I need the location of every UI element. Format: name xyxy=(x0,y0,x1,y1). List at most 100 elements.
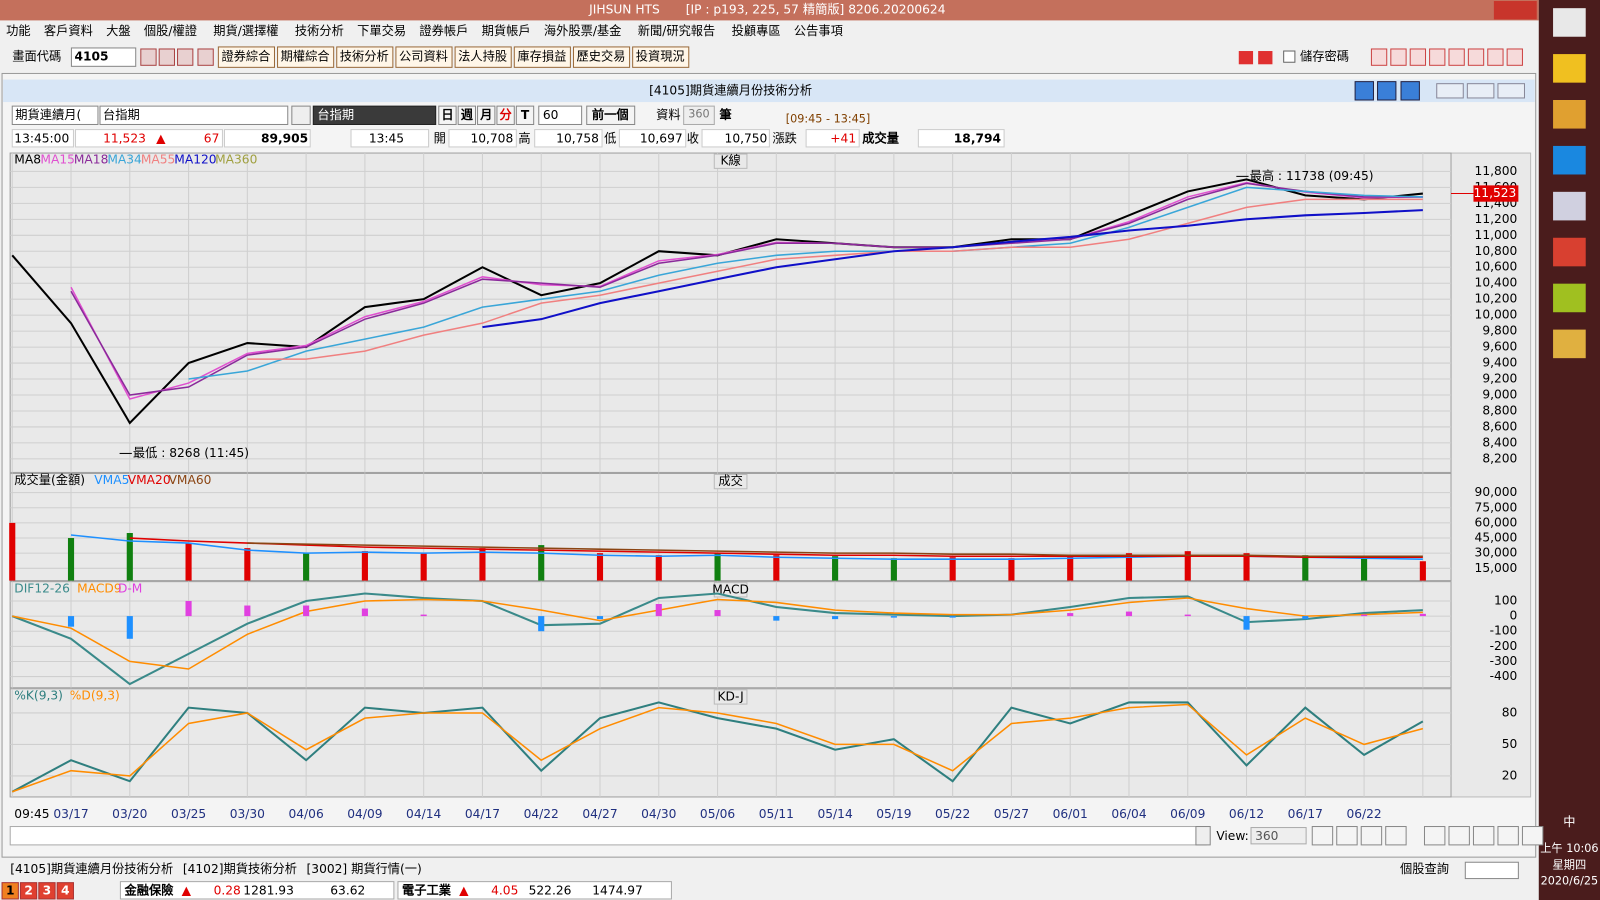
lookup-input[interactable] xyxy=(1464,861,1519,880)
tool-icon[interactable] xyxy=(1370,48,1388,66)
tool-icon[interactable] xyxy=(1409,48,1427,66)
taskbar-icon[interactable] xyxy=(1553,8,1586,37)
page-tab[interactable] xyxy=(19,882,38,900)
window-button[interactable] xyxy=(1493,1,1537,20)
toolbar-button[interactable] xyxy=(572,46,631,68)
tool-icon[interactable] xyxy=(158,48,175,66)
menu-item[interactable]: 新聞/研究報告 xyxy=(638,23,716,38)
taskbar-icon[interactable] xyxy=(1553,329,1586,359)
toolbar-button[interactable] xyxy=(395,46,453,68)
toolbar-button-label[interactable]: 公司資料 xyxy=(399,50,448,64)
panel-tool[interactable] xyxy=(1400,81,1420,101)
footer-tool[interactable] xyxy=(1311,826,1334,846)
toolbar-button[interactable] xyxy=(217,46,275,68)
page-number[interactable]: 4 xyxy=(61,883,70,897)
checkbox[interactable] xyxy=(1283,50,1296,63)
tool-icon[interactable] xyxy=(1506,48,1523,66)
scroll-arrow[interactable] xyxy=(1195,826,1211,846)
footer-tool[interactable] xyxy=(1423,826,1446,846)
scrollbar[interactable] xyxy=(9,826,1207,846)
page-number[interactable]: 3 xyxy=(43,883,52,897)
menu-item[interactable]: 個股/權證 xyxy=(144,23,197,38)
tool-icon[interactable] xyxy=(1467,48,1485,66)
toolbar-button-label[interactable]: 技術分析 xyxy=(340,50,389,64)
toolbar-button[interactable] xyxy=(454,46,512,68)
page-tab[interactable] xyxy=(38,882,56,900)
menu-item[interactable]: 證券帳戶 xyxy=(419,23,468,38)
tool-icon[interactable] xyxy=(177,48,194,66)
search-button[interactable] xyxy=(291,105,311,125)
nav-icon[interactable] xyxy=(1258,51,1273,65)
footer-tool[interactable] xyxy=(1472,826,1495,846)
interval-select[interactable] xyxy=(538,105,583,125)
tool-icon[interactable] xyxy=(1429,48,1446,66)
menu-item[interactable]: 大盤 xyxy=(106,24,130,38)
period-button[interactable] xyxy=(457,105,477,125)
window-button[interactable] xyxy=(1446,1,1470,20)
period-button[interactable] xyxy=(496,105,515,125)
menu-item[interactable]: 客戶資料 xyxy=(44,23,93,38)
toolbar-button-label[interactable]: 投資現況 xyxy=(636,49,685,64)
prev-label[interactable]: 前一個 xyxy=(592,107,629,122)
panel-tool[interactable] xyxy=(1354,81,1374,101)
tool-icon[interactable] xyxy=(140,48,157,66)
panel-window-button[interactable] xyxy=(1466,83,1495,99)
period-label[interactable]: 月 xyxy=(479,108,492,122)
product-type-select[interactable] xyxy=(11,105,99,125)
toolbar-button-label[interactable]: 法人持股 xyxy=(458,49,507,64)
panel-tool[interactable] xyxy=(1377,81,1397,101)
page-tab[interactable] xyxy=(56,882,74,900)
period-button[interactable] xyxy=(438,105,457,125)
menu-item[interactable]: 投顧專區 xyxy=(732,23,781,38)
tab[interactable]: [4102]期貨技術分析 xyxy=(183,861,297,876)
tool-icon[interactable] xyxy=(1448,48,1465,66)
prev-button[interactable] xyxy=(586,105,636,125)
tool-icon[interactable] xyxy=(1487,48,1504,66)
footer-tool[interactable] xyxy=(1360,826,1383,846)
menu-item[interactable]: 期貨/選擇權 xyxy=(213,23,278,38)
footer-tool[interactable] xyxy=(1385,826,1407,846)
footer-tool[interactable] xyxy=(1521,826,1544,846)
footer-tool[interactable] xyxy=(1497,826,1519,846)
panel-window-button[interactable] xyxy=(1436,83,1464,99)
period-label[interactable]: T xyxy=(521,108,530,122)
period-label[interactable]: 週 xyxy=(461,107,474,122)
panel-window-button[interactable] xyxy=(1497,83,1525,99)
tab[interactable]: [3002] 期貨行情(一) xyxy=(307,861,422,876)
menu-item[interactable]: 技術分析 xyxy=(295,24,344,38)
tab[interactable]: [4105]期貨連續月份技術分析 xyxy=(10,861,173,876)
window-button[interactable] xyxy=(1470,1,1493,20)
page-number[interactable]: 2 xyxy=(24,883,33,897)
toolbar-button-label[interactable]: 庫存損益 xyxy=(517,49,566,64)
menu-item[interactable]: 下單交易 xyxy=(357,23,406,38)
tool-icon[interactable] xyxy=(1390,48,1407,66)
menu-item[interactable]: 海外股票/基金 xyxy=(544,23,622,38)
toolbar-button[interactable] xyxy=(277,46,335,68)
code-input[interactable] xyxy=(70,47,137,67)
tool-icon[interactable] xyxy=(197,48,214,66)
product-select[interactable] xyxy=(99,105,289,125)
taskbar-icon[interactable] xyxy=(1553,191,1586,221)
period-button[interactable] xyxy=(515,105,535,125)
menu-item[interactable]: 期貨帳戶 xyxy=(482,23,531,38)
menu-item[interactable]: 公告事項 xyxy=(794,24,843,38)
period-label[interactable]: 分 xyxy=(499,107,512,122)
footer-tool[interactable] xyxy=(1448,826,1470,846)
period-button[interactable] xyxy=(477,105,496,125)
toolbar-button[interactable] xyxy=(513,46,571,68)
page-tab[interactable] xyxy=(1,882,19,900)
footer-tool[interactable] xyxy=(1336,826,1358,846)
toolbar-button[interactable] xyxy=(336,46,394,68)
period-label[interactable]: 日 xyxy=(441,108,453,122)
page-number[interactable]: 1 xyxy=(6,883,15,897)
taskbar-icon[interactable] xyxy=(1553,283,1586,313)
menu-item[interactable]: 功能 xyxy=(6,24,30,38)
toolbar-button-label[interactable]: 期權綜合 xyxy=(281,49,330,64)
toolbar-button-label[interactable]: 歷史交易 xyxy=(577,49,626,64)
toolbar-button-label[interactable]: 證券綜合 xyxy=(221,49,270,64)
taskbar-icon[interactable] xyxy=(1553,237,1586,267)
taskbar-icon[interactable] xyxy=(1553,54,1586,83)
toolbar-button[interactable] xyxy=(632,46,690,68)
taskbar-icon[interactable] xyxy=(1553,100,1586,129)
taskbar-icon[interactable] xyxy=(1553,145,1586,175)
